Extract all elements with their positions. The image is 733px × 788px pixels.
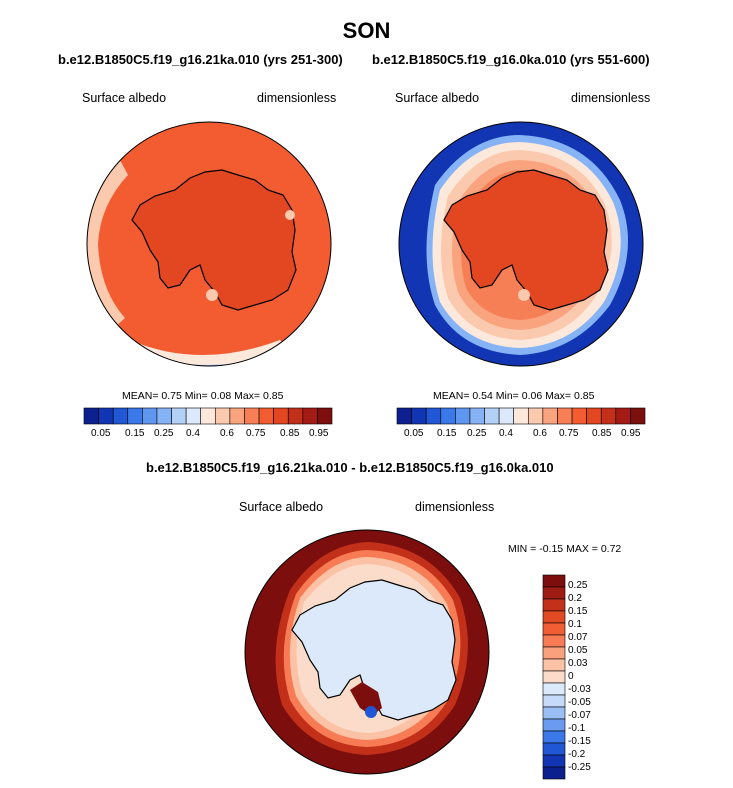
panel2-min-value: 0.06 [521,390,543,402]
panel2-colorbar-tick: 0.05 [404,428,424,439]
panel1-colorbar-tick: 0.15 [125,428,145,439]
panel2-title: b.e12.B1850C5.f19_g16.0ka.010 (yrs 551-6… [372,52,650,67]
panel3-colorbar-swatch [542,730,566,744]
panel2-map-border [398,121,644,367]
panel1-colorbar-tick: 0.85 [280,428,300,439]
panel3-max-label: MAX = [566,543,598,555]
panel1-units-label: dimensionless [257,91,337,105]
panel3-colorbar-tick: 0.2 [568,593,582,604]
panel2-min-label: Min= [495,390,519,402]
panel3-colorbar-tick: -0.03 [568,684,591,695]
panel2-colorbar-tick: 0.4 [499,428,513,439]
panel3-colorbar-swatch [542,610,566,624]
panel3-units-label: dimensionless [415,500,495,514]
panel1-edge-band-west [87,160,128,330]
panel1-mean-label: MEAN= [122,390,159,402]
panel2-mean-value: 0.54 [472,390,493,402]
panel3-colorbar-tick: -0.2 [568,749,586,760]
panel3-colorbar-swatch [542,742,566,756]
panel3-colorbar-swatch [542,754,566,768]
panel2-colorbar-swatch [630,407,646,425]
panel2-colorbar-tick: 0.95 [621,428,641,439]
panel3-map-border [244,529,490,775]
panel1-variable-label: Surface albedo [82,91,167,105]
panel1-map-border [86,121,332,367]
panel3-colorbar-tick: 0.25 [568,580,588,591]
panel1-colorbar-tick: 0.95 [309,428,329,439]
panel1-colorbar-tick: 0.75 [246,428,266,439]
panel1-max-value: 0.85 [262,390,284,402]
figure-title: SON [342,18,391,43]
panel3-colorbar-tick: -0.25 [568,762,591,773]
panel1-colorbar-swatch [317,407,333,425]
panel1-colorbar-tick: 0.05 [91,428,111,439]
panel3-colorbar-tick: 0.05 [568,645,588,656]
panel1-colorbar-tick: 0.25 [154,428,174,439]
panel3-colorbar-swatch [542,718,566,732]
panel1-min-value: 0.08 [210,390,232,402]
panel3-colorbar-swatch [542,574,566,588]
panel3-colorbar-swatch [542,622,566,636]
panel2-max-value: 0.85 [573,390,595,402]
panel3-colorbar-tick: -0.07 [568,710,591,721]
panel3-colorbar-tick: 0.1 [568,619,582,630]
panel3-colorbar-swatch [542,586,566,600]
panel2-variable-label: Surface albedo [395,91,480,105]
panel3-colorbar-tick: -0.15 [568,736,591,747]
panel1-patch-2 [285,210,295,220]
panel2-antarctica [443,169,609,311]
panel3-antarctica [291,579,457,721]
panel1-antarctica [131,169,297,311]
panel3-colorbar-swatch [542,646,566,660]
panel3-colorbar-swatch [542,766,566,780]
panel1-title: b.e12.B1850C5.f19_g16.21ka.010 (yrs 251-… [58,52,343,67]
panel3-variable-label: Surface albedo [239,500,324,514]
panel2-colorbar-tick: 0.25 [467,428,487,439]
panel3-negative-patch [365,706,377,718]
panel2-colorbar-tick: 0.15 [437,428,457,439]
panel1-patch-1 [206,289,218,301]
panel3-colorbar-swatch [542,658,566,672]
panel2-patch-1 [518,289,530,301]
panel3-title: b.e12.B1850C5.f19_g16.21ka.010 - b.e12.B… [146,460,554,475]
panel3-colorbar-swatch [542,706,566,720]
panel1-max-label: Max= [234,390,261,402]
panel2-stats: MEAN= 0.54 Min= 0.06 Max= 0.85 [433,390,594,402]
panel3-colorbar-swatch [542,634,566,648]
panel3-colorbar-tick: 0.15 [568,606,588,617]
panel3-max-value: 0.72 [600,543,622,555]
panel2-colorbar-tick: 0.6 [533,428,547,439]
panel1-min-label: Min= [184,390,208,402]
panel2-units-label: dimensionless [571,91,651,105]
panel2-colorbar-tick: 0.75 [559,428,579,439]
panel2-colorbar-tick: 0.85 [592,428,612,439]
panel1-colorbar-tick: 0.6 [220,428,234,439]
panel1-colorbar-tick: 0.4 [186,428,200,439]
panel2-mean-label: MEAN= [433,390,470,402]
panel1-mean-value: 0.75 [161,390,182,402]
panel3-colorbar-swatch [542,694,566,708]
panel1-stats: MEAN= 0.75 Min= 0.08 Max= 0.85 [122,390,283,402]
panel3-colorbar-swatch [542,670,566,684]
panel3-colorbar-swatch [542,682,566,696]
panel3-colorbar-tick: -0.1 [568,723,586,734]
panel3-min-label: MIN = [508,543,537,555]
panel3-min-value: -0.15 [539,543,564,555]
panel3-colorbar-tick: 0.07 [568,632,588,643]
panel2-max-label: Max= [545,390,572,402]
panel3-colorbar-tick: 0.03 [568,658,588,669]
panel3-stats: MIN = -0.15 MAX = 0.72 [508,543,621,555]
panel3-colorbar-tick: 0 [568,671,574,682]
panel3-colorbar-swatch [542,598,566,612]
panel3-colorbar-tick: -0.05 [568,697,591,708]
